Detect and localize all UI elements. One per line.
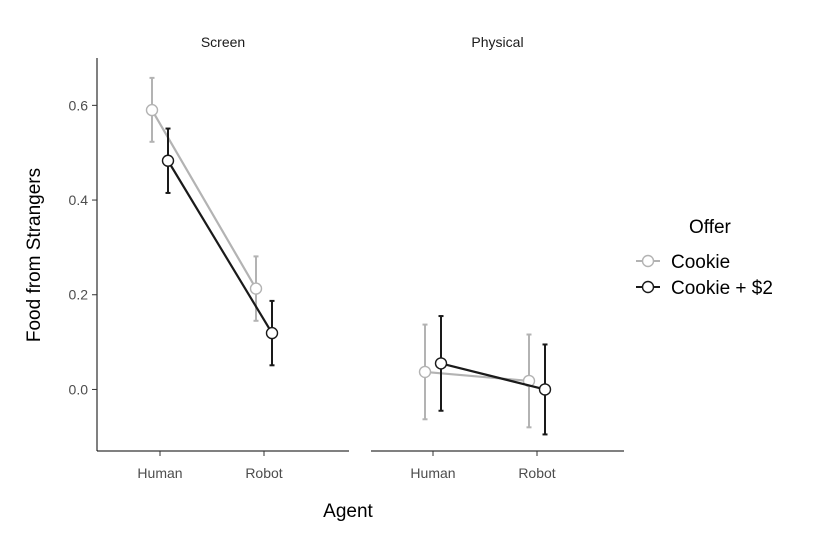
data-point — [434, 357, 448, 370]
data-point — [145, 103, 159, 117]
series-line — [151, 109, 257, 290]
data-point — [418, 365, 432, 379]
x-tick-label: Human — [137, 465, 182, 481]
series-layer — [145, 76, 552, 436]
facet-titles: Screen Physical — [201, 34, 524, 50]
series-line — [167, 160, 273, 334]
x-tick-label: Robot — [518, 465, 555, 481]
data-point — [249, 282, 263, 295]
y-tick-label: 0.0 — [69, 381, 89, 397]
data-point — [265, 326, 279, 340]
legend-label: Cookie — [671, 252, 730, 273]
y-tick-label: 0.6 — [69, 97, 89, 113]
x-tick-label: Robot — [245, 465, 282, 481]
y-tick-label: 0.2 — [69, 287, 89, 303]
legend-title: Offer — [689, 217, 732, 238]
data-point — [161, 154, 175, 167]
y-tick-label: 0.4 — [69, 192, 89, 208]
facet-title: Physical — [471, 34, 523, 50]
data-point — [538, 383, 552, 396]
legend-label: Cookie + $2 — [671, 278, 773, 299]
series-line — [440, 362, 546, 391]
axes: 0.0 0.2 0.4 0.6 Human Robot Human Robot — [69, 58, 624, 481]
legend: Offer Cookie Cookie + $2 — [636, 217, 773, 299]
x-tick-label: Human — [410, 465, 455, 481]
facet-title: Screen — [201, 34, 245, 50]
y-axis-title: Food from Strangers — [24, 168, 45, 342]
legend-key-point — [641, 280, 655, 294]
legend-key-point — [641, 254, 655, 268]
series-line — [424, 370, 530, 383]
x-axis-title: Agent — [323, 501, 373, 522]
